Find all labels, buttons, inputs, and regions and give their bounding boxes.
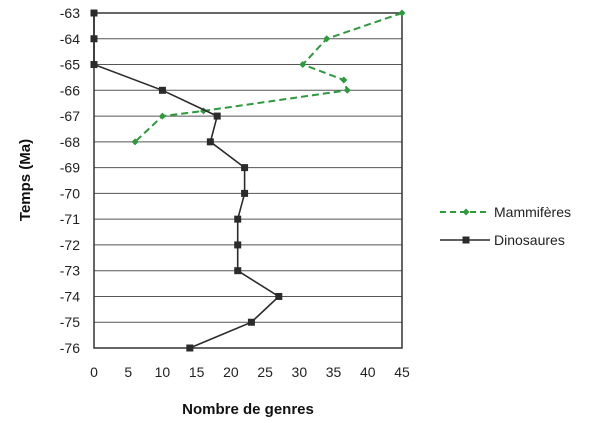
data-point-mammif-res [131,138,139,146]
plot-frame [93,12,403,349]
data-point-dinosaures [206,138,214,146]
y-axis-title: Temps (Ma) [17,139,34,221]
y-tick-label: -67 [60,108,80,124]
legend-marker-dinosaures [462,236,470,244]
data-point-dinosaures [90,9,98,17]
x-axis-title: Nombre de genres [182,401,314,418]
legend: Mammifères Dinosaures [440,204,571,248]
data-point-dinosaures [234,267,242,275]
x-tick-label: 35 [326,364,342,380]
data-point-mammif-res [340,76,348,84]
x-tick-labels: 0 5 10 15 20 25 30 35 40 45 [90,364,410,380]
series-line-dinosaures [93,13,281,349]
data-point-mammif-res [299,61,307,69]
data-point-mammif-res [343,86,351,94]
legend-label-mammif-res: Mammifères [494,204,571,220]
data-point-mammif-res [398,9,406,17]
data-point-dinosaures [158,86,166,94]
legend-label-dinosaures: Dinosaures [494,232,565,248]
series-layer [90,9,406,352]
y-tick-label: -75 [60,314,80,330]
x-tick-label: 20 [223,364,239,380]
data-point-dinosaures [90,61,98,69]
y-tick-label: -74 [60,288,80,304]
data-point-dinosaures [247,318,255,326]
x-tick-label: 15 [189,364,205,380]
data-point-mammif-res [323,35,331,43]
y-tick-labels: -63 -64 -65 -66 -67 -68 -69 -70 -71 -72 -73 -74 -75 -… [60,5,80,356]
x-tick-label: 0 [90,364,98,380]
data-point-dinosaures [241,164,249,172]
data-point-dinosaures [186,344,194,352]
y-tick-label: -73 [60,263,80,279]
y-tick-label: -63 [60,5,80,21]
x-tick-label: 45 [394,364,410,380]
y-tick-label: -68 [60,134,80,150]
x-tick-label: 5 [124,364,132,380]
y-tick-label: -65 [60,57,80,73]
data-point-dinosaures [234,215,242,223]
x-tick-label: 30 [292,364,308,380]
x-tick-label: 10 [155,364,171,380]
x-tick-label: 25 [257,364,273,380]
x-tick-label: 40 [360,364,376,380]
y-tick-label: -64 [60,31,80,47]
data-point-mammif-res [158,112,166,120]
data-point-dinosaures [275,292,283,300]
y-tick-label: -69 [60,160,80,176]
data-point-dinosaures [241,189,249,197]
y-tick-label: -76 [60,340,80,356]
legend-marker-mammif-res [462,208,470,216]
data-point-dinosaures [213,112,221,120]
y-tick-label: -72 [60,237,80,253]
y-tick-label: -70 [60,185,80,201]
data-point-dinosaures [234,241,242,249]
y-tick-label: -66 [60,82,80,98]
data-point-dinosaures [90,35,98,43]
y-tick-label: -71 [60,211,80,227]
